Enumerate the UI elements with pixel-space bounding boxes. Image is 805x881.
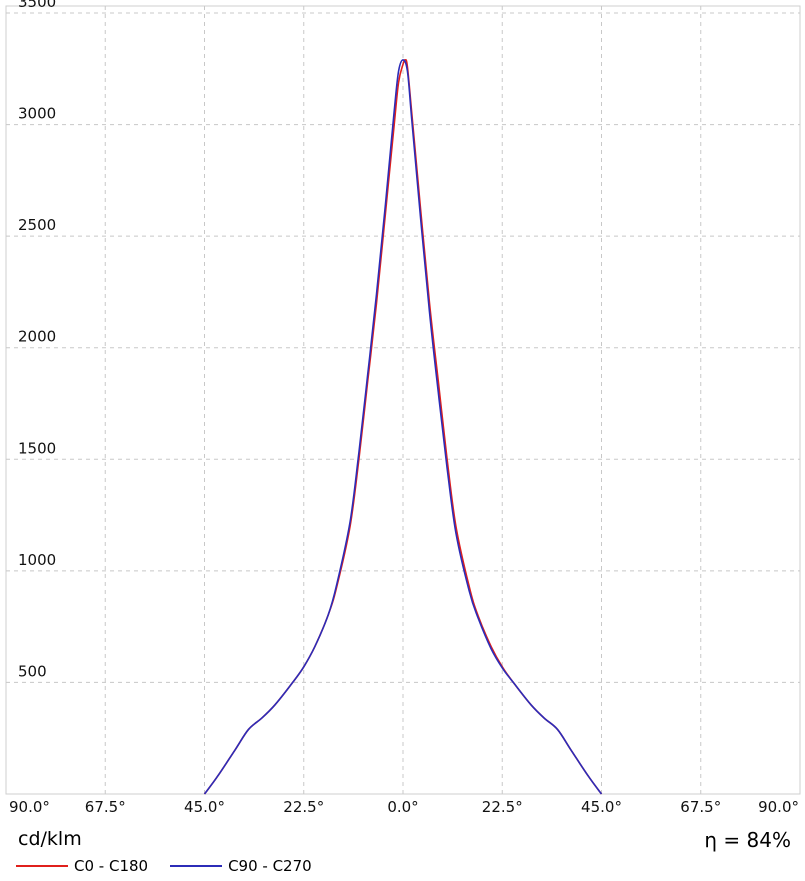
grid-lines bbox=[6, 6, 800, 794]
x-tick-label: 90.0° bbox=[758, 798, 799, 816]
y-tick-label: 2000 bbox=[18, 328, 56, 346]
x-axis-tick-labels: 90.0° 67.5° 45.0° 22.5° 0.0° 22.5° 45.0° 67.5° 9… bbox=[9, 798, 799, 816]
x-tick-label: 67.5° bbox=[85, 798, 126, 816]
y-axis-tick-labels: 500 1000 1500 2000 2500 3000 3500 bbox=[18, 0, 56, 680]
legend-label-c0-c180: C0 - C180 bbox=[74, 857, 149, 875]
x-tick-label: 22.5° bbox=[283, 798, 324, 816]
legend: C0 - C180 C90 - C270 bbox=[16, 857, 334, 875]
legend-label-c90-c270: C90 - C270 bbox=[228, 857, 312, 875]
efficiency-label: η = 84% bbox=[704, 828, 791, 852]
unit-label: cd/klm bbox=[18, 828, 82, 850]
y-tick-label: 3500 bbox=[18, 0, 56, 11]
intensity-curves bbox=[203, 58, 603, 795]
x-tick-label: 45.0° bbox=[581, 798, 622, 816]
legend-swatch-c90-c270 bbox=[170, 865, 223, 867]
legend-swatch-c0-c180 bbox=[16, 865, 68, 867]
x-tick-label: 90.0° bbox=[9, 798, 50, 816]
y-tick-label: 2500 bbox=[18, 216, 56, 234]
y-tick-label: 3000 bbox=[18, 105, 56, 123]
legend-item-c0-c180: C0 - C180 bbox=[16, 857, 148, 875]
x-tick-label: 0.0° bbox=[387, 798, 418, 816]
y-tick-label: 1000 bbox=[18, 551, 56, 569]
x-tick-label: 22.5° bbox=[482, 798, 523, 816]
x-tick-label: 67.5° bbox=[680, 798, 721, 816]
x-tick-label: 45.0° bbox=[184, 798, 225, 816]
legend-item-c90-c270: C90 - C270 bbox=[170, 857, 312, 875]
y-tick-label: 500 bbox=[18, 662, 47, 680]
series-line-c90-c270 bbox=[203, 59, 603, 795]
y-tick-label: 1500 bbox=[18, 439, 56, 457]
